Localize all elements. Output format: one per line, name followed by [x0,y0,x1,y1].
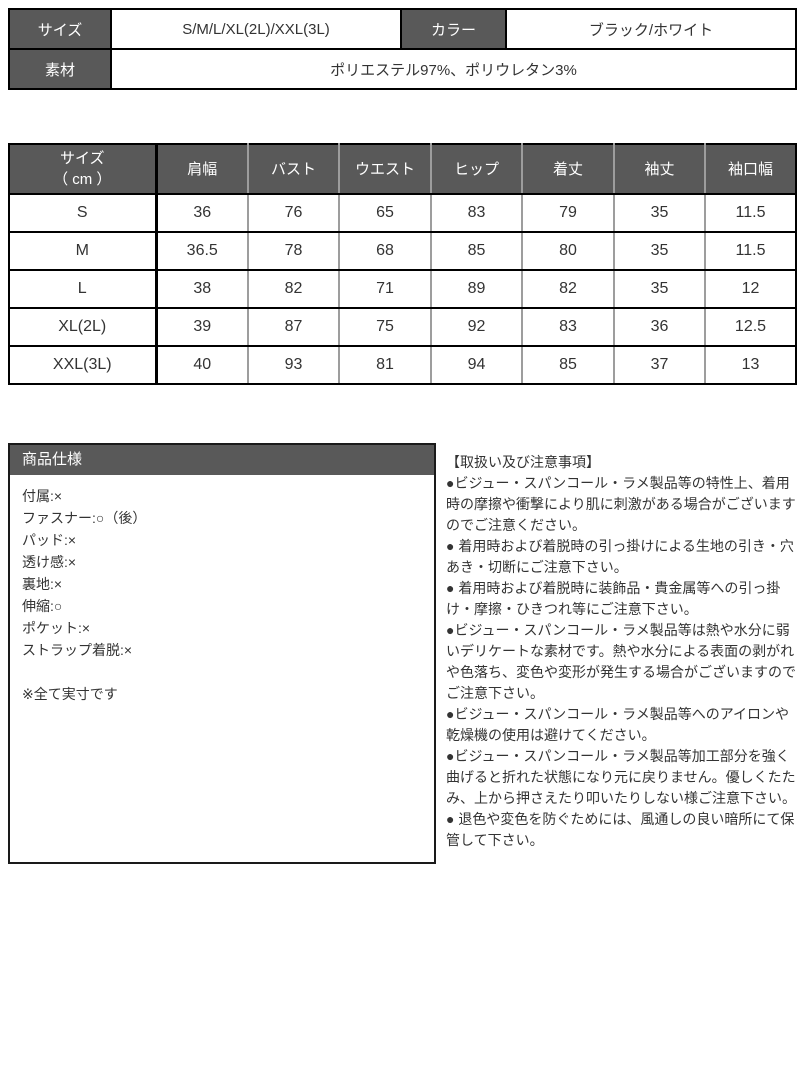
spec-item-stretch: 伸縮:○ [22,598,63,614]
size-cm-header-cell: サイズ （ cm ） [8,143,158,195]
table-row: XXL(3L) 40 93 81 94 85 37 13 [8,345,797,385]
care-note-item: ● 着用時および着脱時に装飾品・貴金属等への引っ掛け・摩擦・ひきつれ等にご注意下… [446,580,781,617]
spec-measurement-note: ※全て実寸です [22,686,118,702]
value-cell: 36 [155,193,249,233]
value-cell: 65 [338,193,432,233]
size-header-line2: （ cm ） [53,171,112,188]
product-spec-box: 商品仕様 付属:× ファスナー:○（後） パッド:× 透け感:× 裏地:× 伸縮… [8,443,436,864]
value-cell: 83 [430,193,523,233]
value-cell: 79 [521,193,615,233]
column-header-cuff: 袖口幅 [704,143,797,195]
spec-item-fastener: ファスナー:○（後） [22,510,147,526]
spec-item-sheerness: 透け感:× [22,554,77,570]
value-cell: 37 [613,345,706,385]
table-row: L 38 82 71 89 82 35 12 [8,269,797,309]
care-note-item: ● 退色や変色を防ぐためには、風通しの良い暗所にて保管して下さい。 [446,811,795,848]
value-cell: 12.5 [704,307,797,347]
size-chart-table: サイズ （ cm ） 肩幅 バスト ウエスト ヒップ 着丈 袖丈 袖口幅 S 3… [8,143,797,385]
table-row: XL(2L) 39 87 75 92 83 36 12.5 [8,307,797,347]
material-label-cell: 素材 [8,48,112,90]
value-cell: 81 [338,345,432,385]
material-value-cell: ポリエステル97%、ポリウレタン3% [110,48,797,90]
column-header-bust: バスト [247,143,340,195]
value-cell: 35 [613,193,706,233]
value-cell: 82 [247,269,340,309]
care-note-item: ●ビジュー・スパンコール・ラメ製品等の特性上、着用時の摩擦や衝撃により肌に刺激が… [446,475,796,533]
column-header-sleeve: 袖丈 [613,143,706,195]
care-note-item: ●ビジュー・スパンコール・ラメ製品等へのアイロンや乾燥機の使用は避けてください。 [446,706,790,743]
value-cell: 39 [155,307,249,347]
value-cell: 80 [521,231,615,271]
value-cell: 13 [704,345,797,385]
spec-item-pocket: ポケット:× [22,620,91,636]
size-cell: M [8,231,158,271]
size-cell: XXL(3L) [8,345,158,385]
value-cell: 35 [613,231,706,271]
care-note-item: ● 着用時および着脱時の引っ掛けによる生地の引き・穴あき・切断にご注意下さい。 [446,538,794,575]
value-cell: 36 [613,307,706,347]
spec-box-title: 商品仕様 [10,445,434,475]
value-cell: 40 [155,345,249,385]
table-row: 素材 ポリエステル97%、ポリウレタン3% [8,48,797,90]
care-note-item: ●ビジュー・スパンコール・ラメ製品等は熱や水分に弱いデリケートな素材です。熱や水… [446,622,796,701]
column-header-shoulder: 肩幅 [155,143,249,195]
care-note-item: ●ビジュー・スパンコール・ラメ製品等加工部分を強く曲げると折れた状態になり元に戻… [446,748,796,806]
value-cell: 82 [521,269,615,309]
spec-item-strap: ストラップ着脱:× [22,642,133,658]
value-cell: 92 [430,307,523,347]
table-row: M 36.5 78 68 85 80 35 11.5 [8,231,797,271]
value-cell: 94 [430,345,523,385]
column-header-length: 着丈 [521,143,615,195]
care-notes-section: 【取扱い及び注意事項】 ●ビジュー・スパンコール・ラメ製品等の特性上、着用時の摩… [446,452,796,851]
table-row: S 36 76 65 83 79 35 11.5 [8,193,797,233]
spec-box-body: 付属:× ファスナー:○（後） パッド:× 透け感:× 裏地:× 伸縮:○ ポケ… [10,475,434,715]
column-header-hip: ヒップ [430,143,523,195]
care-notes-title: 【取扱い及び注意事項】 [446,454,600,470]
spec-item-accessory: 付属:× [22,488,63,504]
value-cell: 68 [338,231,432,271]
value-cell: 36.5 [155,231,249,271]
size-cell: XL(2L) [8,307,158,347]
color-label-cell: カラー [400,8,507,50]
column-header-waist: ウエスト [338,143,432,195]
value-cell: 38 [155,269,249,309]
value-cell: 11.5 [704,231,797,271]
product-info-table: サイズ S/M/L/XL(2L)/XXL(3L) カラー ブラック/ホワイト 素… [8,8,797,90]
value-cell: 85 [430,231,523,271]
value-cell: 85 [521,345,615,385]
value-cell: 11.5 [704,193,797,233]
table-row: サイズ S/M/L/XL(2L)/XXL(3L) カラー ブラック/ホワイト [8,8,797,50]
spec-item-lining: 裏地:× [22,576,63,592]
value-cell: 83 [521,307,615,347]
value-cell: 78 [247,231,340,271]
value-cell: 89 [430,269,523,309]
size-label-cell: サイズ [8,8,112,50]
size-cell: S [8,193,158,233]
value-cell: 93 [247,345,340,385]
value-cell: 76 [247,193,340,233]
color-value-cell: ブラック/ホワイト [505,8,797,50]
size-chart-header-row: サイズ （ cm ） 肩幅 バスト ウエスト ヒップ 着丈 袖丈 袖口幅 [8,143,797,195]
value-cell: 75 [338,307,432,347]
spec-item-pad: パッド:× [22,532,77,548]
size-value-cell: S/M/L/XL(2L)/XXL(3L) [110,8,402,50]
value-cell: 71 [338,269,432,309]
size-cell: L [8,269,158,309]
value-cell: 12 [704,269,797,309]
value-cell: 87 [247,307,340,347]
value-cell: 35 [613,269,706,309]
size-header-line1: サイズ [59,150,105,167]
